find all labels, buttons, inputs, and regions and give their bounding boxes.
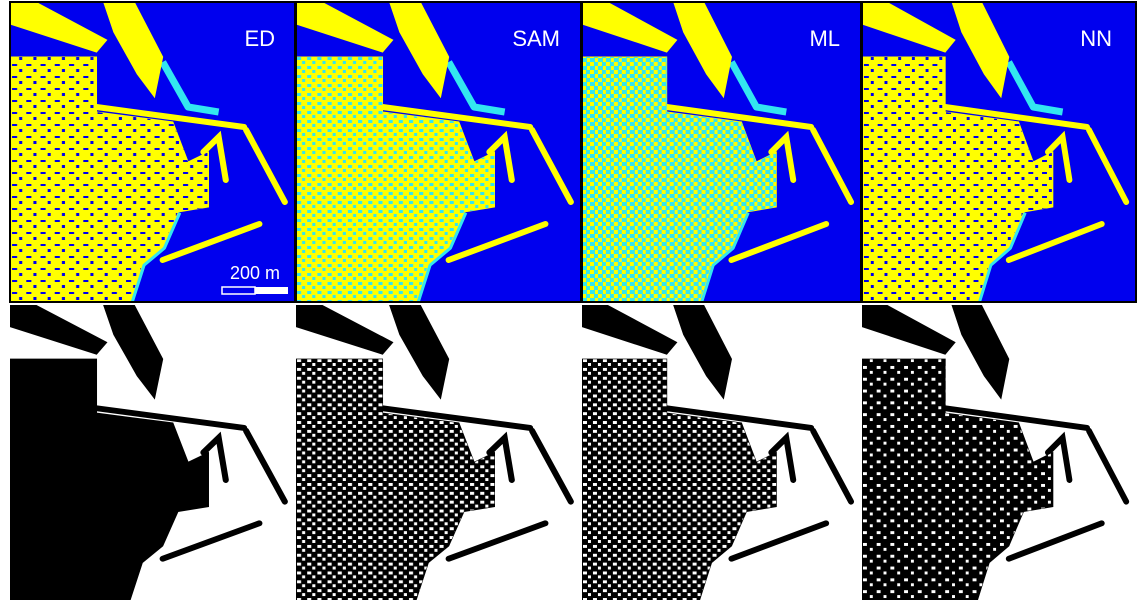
- mask-panel: [296, 305, 581, 600]
- mask-panel: [10, 305, 295, 600]
- panel-label: SAM: [512, 26, 560, 51]
- panel-label: ML: [809, 26, 840, 51]
- scale-bar-label: 200 m: [230, 263, 280, 283]
- mask-panel: [862, 305, 1136, 600]
- panel-label: NN: [1080, 26, 1112, 51]
- mask-panel: [582, 305, 861, 600]
- panel-label: ED: [244, 26, 275, 51]
- figure: ED SAM ML NN 200 m: [0, 0, 1140, 600]
